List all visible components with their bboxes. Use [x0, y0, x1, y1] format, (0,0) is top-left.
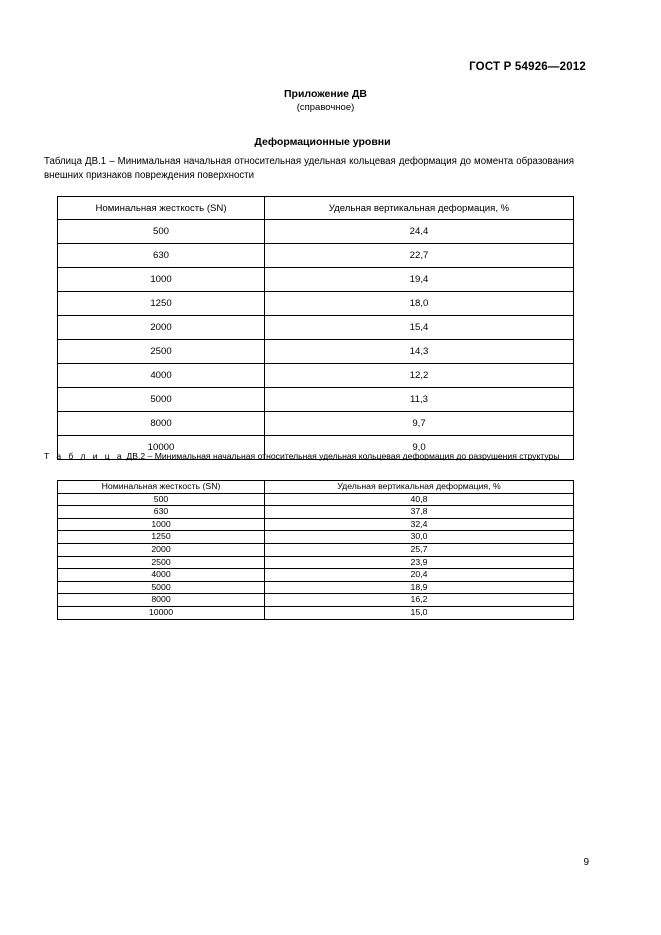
cell-deformation: 18,9 — [264, 580, 574, 595]
cell-stiffness: 8000 — [57, 593, 265, 607]
column-header-stiffness: Номинальная жесткость (SN) — [57, 196, 265, 220]
table-row: 10000 9,0 — [57, 435, 574, 460]
cell-deformation: 14,3 — [264, 339, 574, 364]
cell-deformation: 15,4 — [264, 315, 574, 340]
column-header-deformation: Удельная вертикальная деформация, % — [264, 196, 574, 220]
cell-deformation: 15,0 — [264, 605, 574, 620]
column-header-stiffness: Номинальная жесткость (SN) — [57, 480, 265, 494]
table-row: 500 24,4 — [57, 219, 574, 244]
appendix-title: Приложение ДВ — [284, 88, 367, 100]
cell-stiffness: 4000 — [57, 568, 265, 582]
cell-deformation: 30,0 — [264, 530, 574, 544]
cell-stiffness: 1000 — [57, 517, 265, 532]
table-header-row: Номинальная жесткость (SN) Удельная верт… — [57, 196, 574, 220]
cell-deformation: 23,9 — [264, 555, 574, 570]
cell-stiffness: 2500 — [57, 339, 265, 364]
table-row: 2500 23,9 — [57, 555, 574, 570]
table-dv1-caption-number: ДВ.1 — [85, 156, 107, 167]
table-row: 630 22,7 — [57, 243, 574, 268]
table-row: 630 37,8 — [57, 505, 574, 519]
cell-deformation: 9,0 — [264, 435, 574, 460]
table-dv2-caption-text: Минимальная начальная относительная удел… — [154, 451, 560, 461]
table-row: 1000 19,4 — [57, 267, 574, 292]
cell-stiffness: 2500 — [57, 555, 265, 570]
table-row: 5000 11,3 — [57, 387, 574, 412]
cell-stiffness: 500 — [57, 492, 265, 507]
cell-stiffness: 4000 — [57, 363, 265, 388]
appendix-subtitle: (справочное) — [296, 102, 355, 113]
cell-stiffness: 1250 — [57, 291, 265, 316]
table-dv1-caption-label: Таблица — [44, 156, 82, 167]
column-header-deformation: Удельная вертикальная деформация, % — [264, 480, 574, 494]
table-row: 1250 18,0 — [57, 291, 574, 316]
table-dv1: Номинальная жесткость (SN) Удельная верт… — [57, 196, 574, 460]
cell-stiffness: 500 — [57, 219, 265, 244]
cell-deformation: 16,2 — [264, 593, 574, 607]
cell-stiffness: 2000 — [57, 542, 265, 557]
standard-number-header: ГОСТ Р 54926—2012 — [469, 61, 586, 73]
cell-stiffness: 2000 — [57, 315, 265, 340]
section-heading: Деформационные уровни — [254, 136, 391, 148]
cell-deformation: 24,4 — [264, 219, 574, 244]
table-row: 5000 18,9 — [57, 580, 574, 595]
table-dv1-caption-dash: – — [109, 156, 115, 167]
cell-stiffness: 5000 — [57, 580, 265, 595]
cell-deformation: 22,7 — [264, 243, 574, 268]
table-row: 4000 20,4 — [57, 568, 574, 582]
cell-deformation: 32,4 — [264, 517, 574, 532]
table-dv1-caption-text: Минимальная начальная относительная удел… — [44, 156, 574, 181]
table-dv2-caption-number: ДВ.2 — [126, 451, 146, 461]
cell-deformation: 9,7 — [264, 411, 574, 436]
table-row: 2000 15,4 — [57, 315, 574, 340]
cell-stiffness: 5000 — [57, 387, 265, 412]
cell-stiffness: 10000 — [57, 435, 265, 460]
table-dv2-caption-dash: – — [147, 451, 153, 461]
cell-stiffness: 8000 — [57, 411, 265, 436]
table-row: 1000 32,4 — [57, 517, 574, 532]
table-row: 2500 14,3 — [57, 339, 574, 364]
cell-stiffness: 630 — [57, 505, 265, 519]
cell-deformation: 19,4 — [264, 267, 574, 292]
cell-stiffness: 630 — [57, 243, 265, 268]
table-row: 8000 16,2 — [57, 593, 574, 607]
table-header-row: Номинальная жесткость (SN) Удельная верт… — [57, 480, 574, 494]
cell-stiffness: 1250 — [57, 530, 265, 544]
cell-deformation: 20,4 — [264, 568, 574, 582]
table-row: 8000 9,7 — [57, 411, 574, 436]
cell-deformation: 25,7 — [264, 542, 574, 557]
table-row: 4000 12,2 — [57, 363, 574, 388]
cell-stiffness: 1000 — [57, 267, 265, 292]
cell-deformation: 11,3 — [264, 387, 574, 412]
table-row: 10000 15,0 — [57, 605, 574, 620]
cell-deformation: 12,2 — [264, 363, 574, 388]
table-dv1-caption: Таблица ДВ.1 – Минимальная начальная отн… — [44, 155, 574, 182]
table-dv2-caption: Т а б л и ц а ДВ.2 – Минимальная начальн… — [44, 450, 576, 462]
table-dv2-caption-label: Т а б л и ц а — [44, 451, 124, 461]
table-row: 1250 30,0 — [57, 530, 574, 544]
table-dv2: Номинальная жесткость (SN) Удельная верт… — [57, 480, 574, 620]
page-number: 9 — [583, 857, 589, 868]
cell-deformation: 37,8 — [264, 505, 574, 519]
cell-deformation: 40,8 — [264, 492, 574, 507]
table-row: 500 40,8 — [57, 492, 574, 507]
appendix-block: Приложение ДВ (справочное) — [0, 88, 661, 114]
cell-deformation: 18,0 — [264, 291, 574, 316]
table-row: 2000 25,7 — [57, 542, 574, 557]
cell-stiffness: 10000 — [57, 605, 265, 620]
